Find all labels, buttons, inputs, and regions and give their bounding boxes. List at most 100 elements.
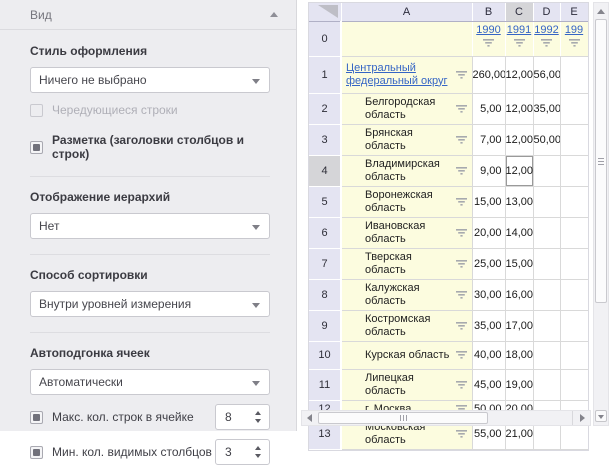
scroll-up-icon[interactable] (597, 9, 605, 14)
year-header-cell[interactable]: 1992 (533, 21, 561, 57)
collapse-panel-icon[interactable] (270, 12, 278, 17)
region-name-cell[interactable]: Владимирская область (341, 155, 473, 187)
alternating-rows-checkbox[interactable] (30, 103, 43, 117)
value-cell[interactable]: 12,00 (505, 124, 534, 156)
value-cell[interactable] (533, 369, 561, 401)
value-cell[interactable]: 35,00 (472, 310, 506, 342)
value-cell[interactable]: 40,00 (472, 341, 506, 370)
vertical-scrollbar[interactable] (593, 2, 609, 426)
filter-icon[interactable] (455, 290, 467, 299)
value-cell[interactable]: 25,00 (472, 248, 506, 280)
filter-icon[interactable] (455, 166, 467, 175)
value-cell[interactable] (533, 155, 561, 187)
filter-icon[interactable] (455, 135, 467, 144)
value-cell[interactable] (533, 217, 561, 249)
filter-icon[interactable] (568, 38, 580, 47)
row-header-2[interactable]: 2 (309, 93, 342, 125)
value-cell[interactable] (560, 369, 588, 401)
spin-up-icon[interactable] (255, 446, 261, 450)
value-cell[interactable] (533, 310, 561, 342)
value-cell[interactable]: 12,00 (505, 155, 534, 187)
row-header-9[interactable]: 9 (309, 310, 342, 342)
value-cell[interactable] (560, 93, 588, 125)
region-name-cell[interactable]: Тверская область (341, 248, 473, 280)
value-cell[interactable]: 56,00 (533, 56, 561, 94)
year-link[interactable]: 199 (564, 23, 584, 36)
value-cell[interactable]: 19,00 (505, 369, 534, 401)
value-cell[interactable] (560, 186, 588, 218)
value-cell[interactable]: 14,00 (505, 217, 534, 249)
value-cell[interactable] (533, 279, 561, 311)
max-rows-stepper[interactable]: 8 (215, 404, 270, 430)
value-cell[interactable]: 20,00 (472, 217, 506, 249)
row-header-1[interactable]: 1 (309, 56, 342, 94)
region-name-cell[interactable]: Курская область (341, 341, 473, 370)
value-cell[interactable]: 9,00 (472, 155, 506, 187)
filter-icon[interactable] (483, 38, 494, 47)
region-name-cell[interactable]: Костромская область (341, 310, 473, 342)
value-cell[interactable] (560, 310, 588, 342)
column-header-C[interactable]: C (505, 3, 534, 22)
row-header-10[interactable]: 10 (309, 341, 342, 370)
row-header-7[interactable]: 7 (309, 248, 342, 280)
year-link[interactable]: 1990 (476, 23, 501, 36)
value-cell[interactable] (560, 124, 588, 156)
filter-icon[interactable] (455, 70, 467, 79)
spin-down-icon[interactable] (255, 419, 261, 423)
value-cell[interactable] (560, 341, 588, 370)
filter-icon[interactable] (455, 197, 467, 206)
column-header-B[interactable]: B (472, 3, 506, 22)
min-cols-checkbox[interactable] (30, 445, 43, 459)
year-header-cell[interactable]: 1990 (472, 21, 506, 57)
value-cell[interactable]: 15,00 (472, 186, 506, 218)
autofit-dropdown[interactable]: Автоматически (30, 369, 270, 395)
region-name-cell[interactable]: Центральный федеральный округ (341, 56, 473, 94)
year-link[interactable]: 1991 (506, 23, 532, 36)
column-header-A[interactable]: A (341, 3, 473, 22)
filter-icon[interactable] (513, 38, 525, 47)
region-name-cell[interactable]: Калужская область (341, 279, 473, 311)
scroll-left-icon[interactable] (307, 414, 312, 422)
column-header-E[interactable]: E (560, 3, 588, 22)
row-header-4[interactable]: 4 (309, 155, 342, 187)
filter-icon[interactable] (455, 259, 467, 268)
region-name-cell[interactable]: Брянская область (341, 124, 473, 156)
value-cell[interactable]: 45,00 (472, 369, 506, 401)
value-cell[interactable] (560, 155, 588, 187)
year-header-cell[interactable]: 199 (560, 21, 588, 57)
value-cell[interactable]: 13,00 (505, 186, 534, 218)
select-all-corner-cell[interactable] (309, 3, 342, 22)
value-cell[interactable]: 12,00 (505, 93, 534, 125)
region-name-link[interactable]: Центральный федеральный округ (346, 61, 448, 87)
region-name-cell[interactable]: Белгородская область (341, 93, 473, 125)
column-header-D[interactable]: D (533, 3, 561, 22)
max-rows-checkbox[interactable] (30, 410, 43, 424)
value-cell[interactable] (560, 279, 588, 311)
spin-down-icon[interactable] (255, 454, 261, 458)
value-cell[interactable]: 15,00 (505, 248, 534, 280)
horizontal-scrollbar[interactable] (301, 410, 591, 426)
style-dropdown[interactable]: Ничего не выбрано (30, 67, 270, 93)
value-cell[interactable] (533, 341, 561, 370)
year-link[interactable]: 1992 (534, 23, 559, 36)
filter-icon[interactable] (455, 380, 467, 389)
value-cell[interactable]: 18,00 (505, 341, 534, 370)
scroll-down-button[interactable] (595, 410, 607, 422)
value-cell[interactable]: 5,00 (472, 93, 506, 125)
value-cell[interactable] (533, 186, 561, 218)
horizontal-scrollbar-thumb[interactable] (318, 412, 488, 424)
filter-icon[interactable] (455, 228, 467, 237)
filter-icon[interactable] (455, 321, 467, 330)
value-cell[interactable] (533, 248, 561, 280)
region-name-cell[interactable]: Воронежская область (341, 186, 473, 218)
region-name-cell[interactable]: Ивановская область (341, 217, 473, 249)
cell-A0[interactable] (341, 21, 473, 57)
row-header-6[interactable]: 6 (309, 217, 342, 249)
vertical-scrollbar-thumb[interactable] (595, 19, 607, 303)
filter-icon[interactable] (541, 38, 552, 47)
sort-dropdown[interactable]: Внутри уровней измерения (30, 291, 270, 317)
value-cell[interactable]: 17,00 (505, 310, 534, 342)
value-cell[interactable]: 260,00 (472, 56, 506, 94)
value-cell[interactable] (560, 248, 588, 280)
value-cell[interactable]: 35,00 (533, 93, 561, 125)
